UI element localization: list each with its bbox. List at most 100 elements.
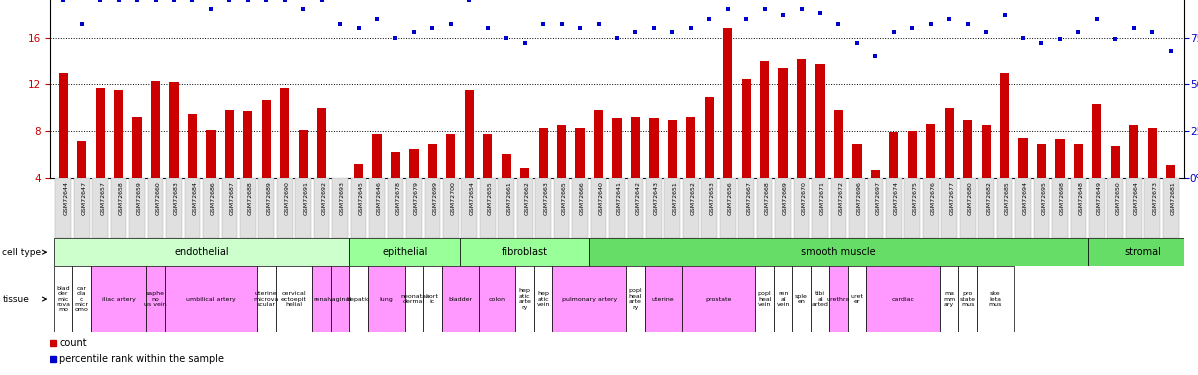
Text: tissue: tissue: [2, 295, 29, 304]
Bar: [54, 238, 350, 266]
Text: GSM72664: GSM72664: [1133, 181, 1139, 215]
Point: [146, 0, 165, 3]
Text: blad
der
mic
rova
mo: blad der mic rova mo: [56, 286, 71, 312]
Bar: [1018, 138, 1028, 178]
Text: GSM72661: GSM72661: [507, 181, 512, 215]
Point: [996, 12, 1015, 18]
Bar: [631, 117, 640, 178]
Text: tibi
al
arted: tibi al arted: [811, 291, 829, 307]
Point: [386, 34, 405, 40]
Bar: [350, 266, 368, 332]
Bar: [520, 168, 530, 178]
Bar: [114, 90, 123, 178]
Text: lung: lung: [380, 297, 393, 302]
Bar: [724, 28, 732, 178]
Bar: [756, 266, 774, 332]
FancyBboxPatch shape: [202, 178, 219, 238]
FancyBboxPatch shape: [1034, 178, 1049, 238]
Bar: [1088, 238, 1198, 266]
Point: [441, 21, 460, 27]
Bar: [1055, 140, 1065, 178]
FancyBboxPatch shape: [259, 178, 274, 238]
Bar: [72, 266, 91, 332]
Bar: [1093, 104, 1101, 178]
Bar: [686, 117, 695, 178]
Bar: [353, 164, 363, 178]
FancyBboxPatch shape: [812, 178, 828, 238]
Bar: [77, 141, 86, 178]
FancyBboxPatch shape: [628, 178, 643, 238]
Point: [700, 16, 719, 22]
Bar: [816, 64, 824, 178]
Text: GSM72645: GSM72645: [358, 181, 363, 215]
Text: hep
atic
vein: hep atic vein: [537, 291, 550, 307]
Bar: [243, 111, 253, 178]
Point: [256, 0, 276, 3]
Text: GSM72665: GSM72665: [562, 181, 567, 215]
Bar: [1037, 144, 1046, 178]
FancyBboxPatch shape: [904, 178, 920, 238]
Point: [958, 21, 978, 27]
Bar: [350, 238, 460, 266]
FancyBboxPatch shape: [388, 178, 404, 238]
Text: GSM72692: GSM72692: [321, 181, 327, 215]
Text: ske
leta
mus: ske leta mus: [988, 291, 1002, 307]
Bar: [889, 132, 898, 178]
FancyBboxPatch shape: [55, 178, 71, 238]
Text: GSM72644: GSM72644: [63, 181, 68, 215]
Text: GSM72679: GSM72679: [415, 181, 419, 215]
FancyBboxPatch shape: [794, 178, 810, 238]
Text: GSM72653: GSM72653: [709, 181, 714, 215]
FancyBboxPatch shape: [591, 178, 606, 238]
Text: GSM72668: GSM72668: [764, 181, 769, 215]
Text: count: count: [60, 338, 87, 348]
Bar: [1073, 144, 1083, 178]
Point: [589, 21, 609, 27]
Bar: [797, 58, 806, 178]
FancyBboxPatch shape: [332, 178, 347, 238]
FancyBboxPatch shape: [406, 178, 422, 238]
Point: [1161, 48, 1180, 54]
FancyBboxPatch shape: [369, 178, 385, 238]
Text: ren
al
vein: ren al vein: [776, 291, 789, 307]
Point: [276, 0, 295, 3]
Point: [1124, 25, 1143, 31]
Text: prostate: prostate: [706, 297, 732, 302]
Bar: [627, 266, 645, 332]
Text: GSM72687: GSM72687: [229, 181, 235, 215]
FancyBboxPatch shape: [1107, 178, 1124, 238]
FancyBboxPatch shape: [887, 178, 902, 238]
Text: GSM72678: GSM72678: [395, 181, 400, 215]
Text: GSM72689: GSM72689: [266, 181, 271, 215]
Bar: [225, 110, 234, 178]
FancyBboxPatch shape: [424, 178, 440, 238]
Bar: [926, 124, 936, 178]
Bar: [852, 144, 861, 178]
Point: [645, 25, 664, 31]
Bar: [811, 266, 829, 332]
Text: uterine
microva
scular: uterine microva scular: [254, 291, 279, 307]
FancyBboxPatch shape: [1126, 178, 1142, 238]
Bar: [829, 266, 848, 332]
FancyBboxPatch shape: [129, 178, 145, 238]
Bar: [188, 114, 196, 178]
Point: [201, 6, 220, 12]
Text: GSM72696: GSM72696: [857, 181, 861, 215]
Bar: [258, 266, 276, 332]
Bar: [391, 152, 400, 178]
Text: cardiac: cardiac: [891, 297, 914, 302]
FancyBboxPatch shape: [922, 178, 938, 238]
Text: popl
heal
vein: popl heal vein: [758, 291, 772, 307]
Text: pulmonary artery: pulmonary artery: [562, 297, 617, 302]
Text: GSM72688: GSM72688: [248, 181, 253, 215]
Point: [903, 25, 922, 31]
Text: GSM72658: GSM72658: [119, 181, 123, 215]
Text: GSM72643: GSM72643: [654, 181, 659, 215]
Point: [1014, 34, 1033, 40]
Text: GSM72641: GSM72641: [617, 181, 622, 215]
Bar: [460, 238, 589, 266]
Bar: [331, 266, 350, 332]
Text: GSM72648: GSM72648: [1078, 181, 1083, 215]
Bar: [539, 128, 547, 178]
FancyBboxPatch shape: [553, 178, 569, 238]
